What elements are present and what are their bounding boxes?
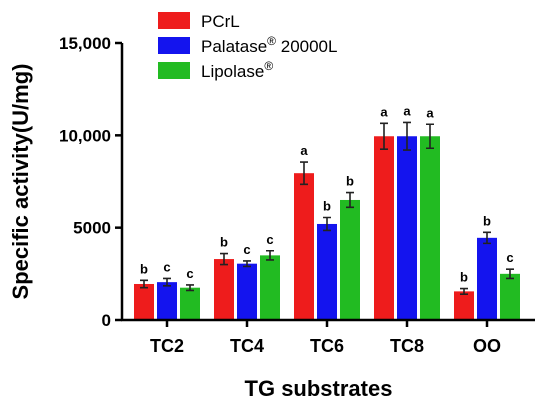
bar-oo-0: [454, 291, 474, 320]
y-axis: 0 5000 10,000 15,000: [59, 34, 124, 330]
error-bar: [460, 287, 468, 295]
significance-label: a: [426, 105, 434, 120]
bar-tc8-0: [374, 136, 394, 320]
error-bar: [346, 191, 354, 209]
significance-label: a: [403, 103, 411, 118]
x-axis-title: TG substrates: [245, 376, 393, 401]
significance-label: c: [266, 232, 273, 247]
significance-label: b: [460, 270, 468, 285]
bar-tc6-0: [294, 173, 314, 320]
error-bar: [483, 231, 491, 245]
x-axis: TC2 TC4 TC6 TC8 OO: [121, 318, 535, 356]
significance-label: b: [220, 235, 228, 250]
y-tick-label: 0: [102, 311, 111, 330]
error-bar: [266, 249, 274, 261]
bar-tc8-1: [397, 136, 417, 320]
error-bar: [186, 284, 194, 292]
legend-label: Palatase® 20000L: [201, 34, 337, 56]
y-tick-label: 15,000: [59, 34, 111, 53]
error-bar: [140, 279, 148, 289]
significance-label: a: [300, 143, 308, 158]
error-bar: [300, 161, 308, 186]
legend-swatch: [158, 12, 190, 29]
legend: PCrL Palatase® 20000L Lipolase®: [158, 12, 337, 81]
error-bar: [426, 123, 434, 150]
legend-label: PCrL: [201, 12, 240, 31]
significance-label: c: [163, 259, 170, 274]
y-axis-title: Specific activity(U/mg): [8, 64, 33, 300]
legend-swatch: [158, 62, 190, 79]
y-tick-label: 10,000: [59, 126, 111, 145]
bar-tc6-2: [340, 199, 360, 320]
bar-tc2-2: [180, 287, 200, 320]
error-bar: [220, 252, 228, 266]
significance-label: b: [140, 261, 148, 276]
bar-tc4-0: [214, 259, 234, 320]
bar-tc8-2: [420, 136, 440, 320]
bar-oo-2: [500, 273, 520, 320]
significance-label: b: [323, 199, 331, 214]
significance-label: c: [243, 242, 250, 257]
error-bar: [163, 277, 171, 287]
significance-label: b: [346, 174, 354, 189]
bar-tc6-1: [317, 223, 337, 320]
significance-label: c: [506, 250, 513, 265]
x-tick-label: TC2: [150, 336, 184, 356]
error-bar: [323, 216, 331, 232]
y-tick-label: 5000: [73, 219, 111, 238]
legend-swatch: [158, 37, 190, 54]
significance-label: c: [186, 266, 193, 281]
bar-oo-1: [477, 237, 497, 320]
bar-tc2-0: [134, 283, 154, 320]
x-tick-label: TC6: [310, 336, 344, 356]
x-tick-label: TC8: [390, 336, 424, 356]
error-bar: [403, 121, 411, 151]
error-bar: [380, 122, 388, 150]
error-bar: [506, 268, 514, 280]
bar-tc4-2: [260, 255, 280, 320]
x-tick-label: TC4: [230, 336, 264, 356]
bar-tc2-1: [157, 282, 177, 320]
error-bar: [243, 260, 251, 268]
x-tick-label: OO: [473, 336, 501, 356]
bar-tc4-1: [237, 263, 257, 320]
significance-label: a: [380, 104, 388, 119]
significance-label: b: [483, 213, 491, 228]
legend-label: Lipolase®: [201, 59, 273, 81]
